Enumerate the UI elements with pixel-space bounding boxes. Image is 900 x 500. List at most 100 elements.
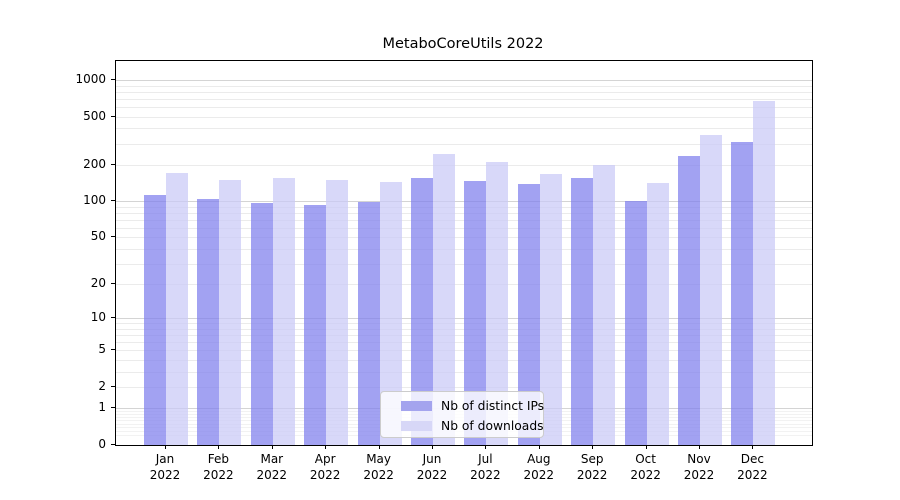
grid-line bbox=[116, 107, 812, 108]
y-tick-label: 0 bbox=[98, 437, 106, 451]
x-tick-label: Aug 2022 bbox=[523, 452, 555, 482]
y-tick-mark bbox=[111, 386, 115, 387]
legend-swatch-downloads bbox=[401, 421, 432, 431]
x-tick-mark bbox=[165, 445, 166, 449]
grid-line bbox=[116, 387, 812, 388]
grid-line bbox=[116, 80, 812, 82]
grid-line bbox=[116, 237, 812, 239]
grid-line bbox=[116, 116, 812, 118]
bar-apr-downloads bbox=[326, 180, 349, 445]
grid-line bbox=[116, 128, 812, 130]
y-tick-label: 100 bbox=[83, 193, 106, 208]
x-tick-label: May 2022 bbox=[363, 452, 394, 482]
x-tick-mark bbox=[592, 445, 594, 449]
bar-may-downloads bbox=[379, 182, 402, 445]
y-tick-mark bbox=[111, 163, 115, 165]
chart-title: MetaboCoreUtils 2022 bbox=[382, 36, 544, 52]
y-tick-mark bbox=[111, 236, 115, 238]
x-tick-mark bbox=[325, 445, 327, 449]
bar-mar-downloads bbox=[272, 177, 295, 445]
y-tick-mark bbox=[111, 79, 115, 81]
y-tick-mark bbox=[111, 407, 115, 409]
x-tick-label: Sep 2022 bbox=[576, 452, 608, 482]
legend-row-distinct-ips: Nb of distinct IPs bbox=[381, 398, 545, 414]
x-tick-mark bbox=[271, 445, 273, 449]
bar-mar-distinct-ips bbox=[250, 202, 273, 445]
x-tick-label: Jan 2022 bbox=[149, 452, 181, 482]
grid-line bbox=[116, 201, 812, 203]
y-tick-label: 200 bbox=[83, 156, 106, 171]
x-tick-label: Apr 2022 bbox=[309, 452, 341, 482]
legend-swatch-distinct-ips bbox=[401, 401, 432, 411]
x-tick-label: Nov 2022 bbox=[683, 452, 715, 482]
bar-aug-distinct-ips bbox=[517, 184, 540, 445]
grid-line bbox=[116, 360, 812, 361]
grid-line bbox=[116, 219, 812, 221]
bar-apr-distinct-ips bbox=[304, 204, 327, 445]
y-tick-label: 1 bbox=[98, 400, 106, 415]
bar-nov-distinct-ips bbox=[678, 155, 700, 445]
legend-label-distinct-ips: Nb of distinct IPs bbox=[441, 399, 545, 413]
y-tick-mark bbox=[111, 317, 115, 319]
x-tick-mark bbox=[432, 445, 433, 449]
bar-jun-distinct-ips bbox=[411, 177, 433, 445]
y-tick-mark bbox=[111, 349, 115, 351]
x-tick-label: Jul 2022 bbox=[470, 452, 501, 482]
bar-feb-downloads bbox=[219, 179, 242, 445]
x-tick-label: Dec 2022 bbox=[737, 452, 768, 482]
grid-line bbox=[116, 212, 812, 214]
x-tick-mark bbox=[752, 445, 754, 449]
x-tick-mark bbox=[485, 445, 487, 449]
bar-oct-downloads bbox=[646, 182, 669, 445]
grid-line bbox=[116, 342, 812, 344]
grid-line bbox=[116, 143, 812, 145]
y-tick-mark bbox=[111, 115, 115, 117]
y-tick-mark bbox=[111, 444, 115, 445]
grid-line bbox=[116, 227, 812, 229]
grid-line bbox=[116, 328, 812, 330]
y-tick-label: 10 bbox=[90, 310, 106, 325]
y-tick-mark bbox=[111, 283, 115, 285]
y-tick-mark bbox=[111, 200, 115, 202]
x-tick-mark bbox=[538, 445, 540, 449]
grid-line bbox=[116, 318, 812, 320]
grid-line bbox=[116, 91, 812, 93]
y-tick-label: 1000 bbox=[75, 72, 106, 87]
x-tick-label: Mar 2022 bbox=[256, 452, 288, 482]
bar-sep-downloads bbox=[593, 164, 616, 445]
grid-line bbox=[116, 206, 812, 208]
x-tick-label: Oct 2022 bbox=[630, 452, 661, 482]
grid-line bbox=[116, 335, 812, 337]
grid-line bbox=[116, 263, 812, 265]
y-tick-label: 50 bbox=[90, 229, 106, 244]
y-tick-label: 5 bbox=[98, 342, 106, 357]
y-tick-label: 2 bbox=[98, 379, 106, 393]
bar-sep-distinct-ips bbox=[571, 178, 594, 445]
bar-jun-downloads bbox=[433, 153, 455, 445]
grid-line bbox=[116, 350, 812, 352]
bar-jul-downloads bbox=[486, 162, 509, 445]
grid-line bbox=[116, 98, 812, 100]
bar-dec-distinct-ips bbox=[731, 142, 754, 445]
bar-jul-distinct-ips bbox=[464, 181, 487, 445]
grid-line bbox=[116, 323, 812, 325]
x-tick-label: Jun 2022 bbox=[416, 452, 448, 482]
bar-dec-downloads bbox=[753, 100, 776, 445]
bar-oct-distinct-ips bbox=[624, 200, 647, 445]
grid-line bbox=[116, 85, 812, 87]
x-tick-mark bbox=[378, 445, 380, 449]
grid-line bbox=[116, 284, 812, 286]
bar-jan-downloads bbox=[166, 173, 188, 445]
y-tick-label: 500 bbox=[83, 108, 106, 123]
grid-line bbox=[116, 371, 812, 373]
bar-feb-distinct-ips bbox=[197, 198, 220, 445]
x-tick-mark bbox=[645, 445, 647, 449]
grid-line bbox=[116, 164, 812, 166]
y-tick-label: 20 bbox=[90, 276, 106, 291]
plot-area: Nb of distinct IPs Nb of downloads bbox=[115, 60, 813, 446]
x-tick-mark bbox=[699, 445, 700, 449]
x-tick-label: Feb 2022 bbox=[203, 452, 234, 482]
legend-row-downloads: Nb of downloads bbox=[381, 418, 544, 434]
bar-aug-downloads bbox=[539, 174, 562, 445]
